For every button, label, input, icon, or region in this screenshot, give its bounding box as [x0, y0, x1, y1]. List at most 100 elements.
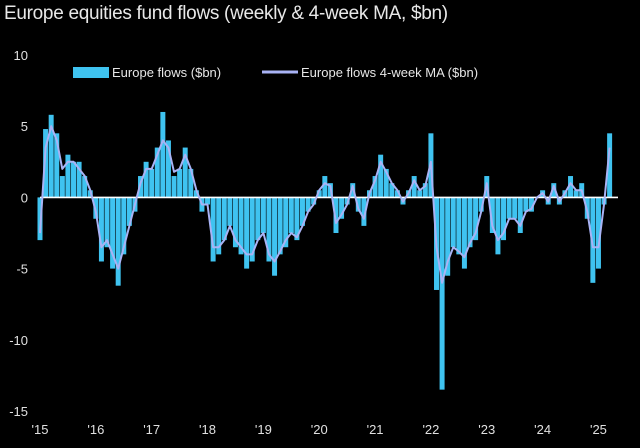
- x-tick-label: '22: [422, 422, 439, 437]
- flow-bar: [54, 133, 60, 198]
- legend-label-bars: Europe flows ($bn): [112, 65, 221, 80]
- flow-bar: [272, 197, 278, 276]
- flow-bar: [165, 140, 171, 198]
- legend: Europe flows ($bn) Europe flows 4-week M…: [73, 65, 478, 80]
- flow-bar: [355, 197, 361, 212]
- flow-bar: [154, 147, 160, 198]
- flow-bar: [126, 197, 132, 226]
- flow-bar: [115, 197, 121, 286]
- x-axis: '15 '16 '17 '18 '19 '20 '21 '22 '23 '24 '25: [32, 422, 607, 437]
- flow-bar: [473, 197, 479, 241]
- x-tick-label: '23: [478, 422, 495, 437]
- x-tick-label: '21: [367, 422, 384, 437]
- flow-bar: [71, 161, 76, 198]
- flow-bar: [517, 197, 523, 233]
- legend-swatch-bars: [73, 67, 109, 78]
- flow-bar: [288, 197, 294, 233]
- flow-bar: [121, 197, 127, 255]
- flow-bar: [607, 133, 613, 198]
- x-tick-label: '19: [255, 422, 272, 437]
- flow-bar: [260, 197, 266, 233]
- flow-bar: [495, 197, 501, 255]
- y-tick-label: -15: [9, 404, 28, 419]
- flow-bar: [188, 168, 194, 198]
- flow-bar: [76, 161, 82, 198]
- flow-bar: [283, 197, 289, 248]
- flow-bar: [467, 197, 473, 248]
- flow-bar: [221, 197, 227, 241]
- flow-bar: [59, 176, 65, 198]
- flow-bar: [461, 197, 467, 269]
- y-tick-label: 0: [21, 190, 28, 205]
- flow-bar: [411, 176, 417, 198]
- flow-bar: [450, 197, 456, 248]
- flow-bar: [512, 197, 518, 219]
- flow-bar: [277, 197, 283, 255]
- flow-bar: [378, 154, 384, 198]
- flow-bar: [149, 168, 155, 198]
- x-tick-label: '16: [87, 422, 104, 437]
- flow-bar: [383, 168, 389, 198]
- flow-bar: [506, 197, 512, 219]
- flow-bar: [361, 197, 367, 226]
- flow-bar: [568, 176, 574, 198]
- y-axis: 10 5 0 -5 -10 -15: [9, 48, 28, 419]
- flow-bar: [489, 197, 495, 233]
- flow-bar: [43, 129, 49, 198]
- legend-label-line: Europe flows 4-week MA ($bn): [301, 65, 478, 80]
- flow-bar: [205, 197, 211, 205]
- flow-bar: [590, 197, 596, 283]
- flow-bar: [394, 190, 400, 198]
- flow-bar: [501, 197, 507, 241]
- flow-bar: [305, 197, 311, 212]
- flow-bar: [266, 197, 272, 262]
- x-tick-label: '20: [311, 422, 328, 437]
- flow-bar: [238, 197, 244, 255]
- flow-bar: [104, 197, 110, 248]
- x-tick-label: '25: [590, 422, 607, 437]
- y-tick-label: -10: [9, 333, 28, 348]
- flow-bar: [210, 197, 216, 262]
- x-tick-label: '18: [199, 422, 216, 437]
- flow-bar: [227, 197, 233, 226]
- flow-bar: [299, 197, 305, 226]
- flow-bar: [171, 176, 177, 198]
- flow-bar: [523, 197, 529, 212]
- y-tick-label: 10: [14, 48, 28, 63]
- flow-bar: [389, 183, 395, 198]
- flow-bar: [65, 154, 71, 198]
- flow-bar: [311, 197, 317, 205]
- flow-bar: [110, 197, 116, 269]
- flow-bar: [244, 197, 250, 269]
- x-tick-label: '15: [32, 422, 49, 437]
- flow-bar: [422, 183, 428, 198]
- flow-bar: [249, 197, 255, 262]
- flow-bar: [456, 197, 462, 255]
- flow-bar: [193, 190, 199, 198]
- flow-bar: [573, 190, 579, 198]
- flow-bar: [439, 197, 445, 390]
- y-tick-label: -5: [16, 262, 28, 277]
- chart-title: Europe equities fund flows (weekly & 4-w…: [4, 3, 448, 24]
- flow-bar: [143, 161, 149, 198]
- flow-bar: [595, 197, 601, 269]
- flow-bar: [255, 197, 261, 241]
- flow-bar: [82, 176, 88, 198]
- flow-bar: [160, 111, 166, 198]
- flow-bar: [177, 168, 183, 198]
- flow-bar: [216, 197, 222, 255]
- flow-bar: [182, 147, 188, 198]
- flow-bar: [294, 197, 300, 241]
- flow-bar: [551, 183, 557, 198]
- flow-bar: [372, 176, 378, 198]
- flow-bar: [445, 197, 451, 276]
- flow-bar: [98, 197, 104, 262]
- x-tick-label: '17: [143, 422, 160, 437]
- flow-bar: [232, 197, 238, 248]
- flow-bar: [528, 197, 534, 212]
- flow-bar: [48, 114, 54, 198]
- flow-bar: [322, 176, 328, 198]
- flow-bar: [417, 190, 423, 198]
